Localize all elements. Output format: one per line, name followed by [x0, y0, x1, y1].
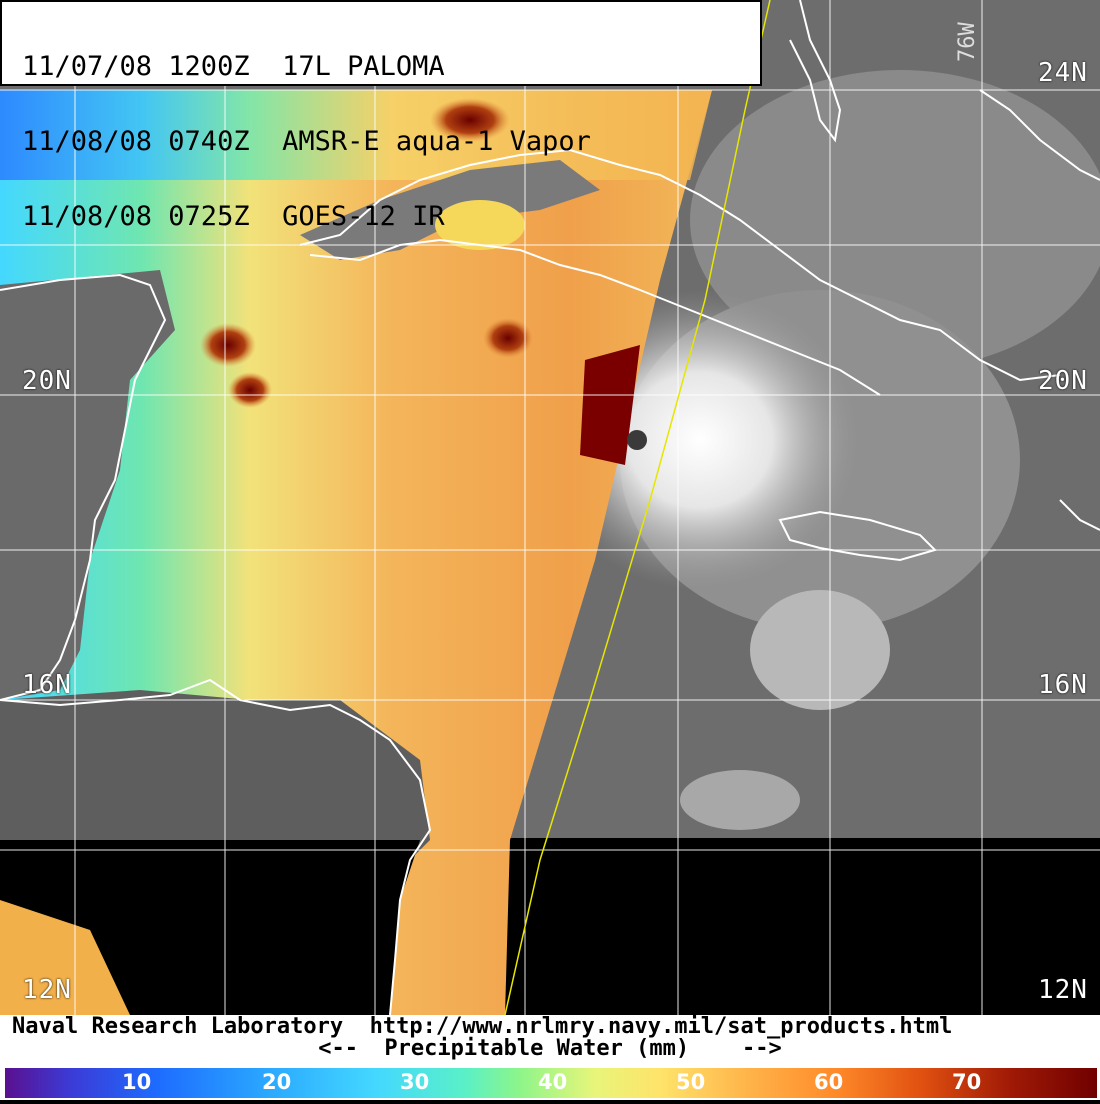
header-line-microwave: 11/08/08 0740Z AMSR-E aqua-1 Vapor: [22, 126, 591, 157]
lat-label-12n-left: 12N: [22, 975, 72, 1005]
moisture-max-north: [430, 98, 510, 142]
precip-water-south: [0, 900, 130, 1015]
header-line-storm: 11/07/08 1200Z 17L PALOMA: [22, 51, 445, 82]
moisture-max-central: [483, 318, 533, 358]
precip-water-colorbar: [5, 1068, 1097, 1098]
colorbar-tick: 10: [122, 1070, 152, 1094]
lon-label-76w: 76W: [955, 22, 980, 62]
moisture-max-west-2: [228, 372, 272, 408]
lat-label-20n-left: 20N: [22, 366, 72, 396]
lat-label-16n-left: 16N: [22, 670, 72, 700]
colorbar-tick: 60: [814, 1070, 844, 1094]
convective-cell: [750, 590, 890, 710]
lat-label-20n-right: 20N: [1038, 366, 1088, 396]
coastlines: [0, 0, 1100, 1016]
yucatan-land: [0, 270, 175, 700]
convective-cell-south: [680, 770, 800, 830]
colorbar-tick: 20: [262, 1070, 292, 1094]
header-line-ir: 11/08/08 0725Z GOES-12 IR: [22, 201, 445, 232]
isle-of-youth-area: [435, 200, 525, 250]
lat-label-16n-right: 16N: [1038, 670, 1088, 700]
moisture-max-west: [200, 323, 256, 367]
orbit-track: [504, 0, 771, 1016]
colorbar-caption: <-- Precipitable Water (mm) -->: [318, 1036, 782, 1061]
hurricane-eye: [627, 430, 647, 450]
colorbar-tick: 30: [400, 1070, 430, 1094]
colorbar-tick: 70: [952, 1070, 982, 1094]
lat-lon-grid: [0, 0, 1100, 1015]
precip-water-swath-north: [0, 90, 712, 180]
lat-label-24n-right: 24N: [1038, 58, 1088, 88]
storm-core-moisture: [580, 345, 640, 465]
nrl-credit: Naval Research Laboratory http://www.nrl…: [12, 1014, 953, 1039]
product-header: 11/07/08 1200Z 17L PALOMA 11/08/08 0740Z…: [0, 0, 762, 230]
colorbar-tick: 50: [676, 1070, 706, 1094]
lat-label-12n-right: 12N: [1038, 975, 1088, 1005]
colorbar-tick: 40: [538, 1070, 568, 1094]
